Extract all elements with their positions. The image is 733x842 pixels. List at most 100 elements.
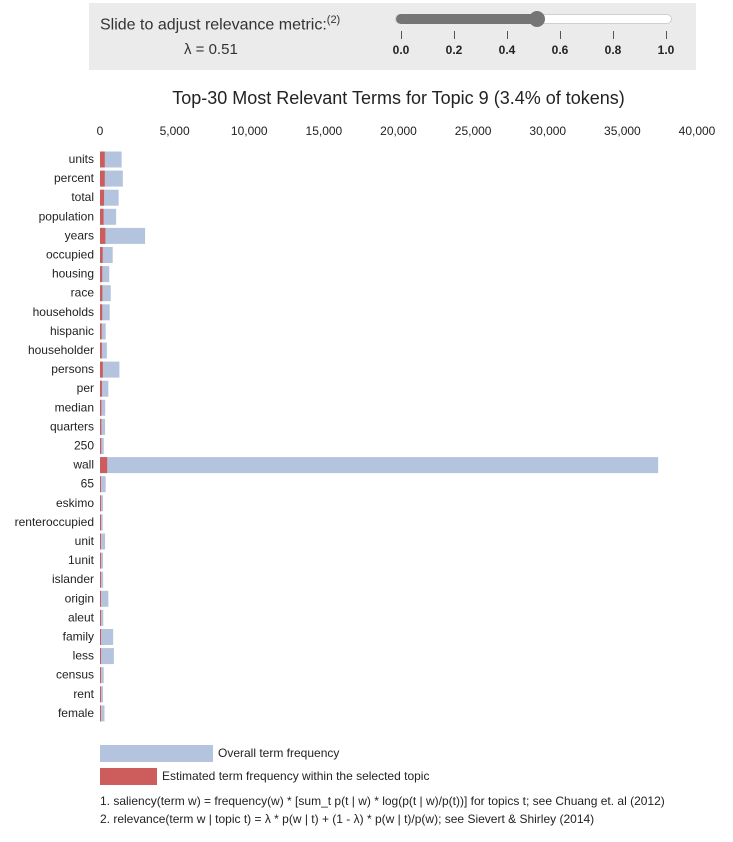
topic-frequency-bar	[100, 609, 101, 626]
term-label: eskimo	[56, 496, 94, 510]
legend-swatch-estimated	[100, 768, 157, 785]
term-label: unit	[75, 534, 95, 548]
topic-frequency-bar	[100, 266, 103, 283]
term-label: renteroccupied	[15, 515, 94, 529]
overall-frequency-bar	[100, 380, 109, 397]
slider-tick-mark	[560, 31, 561, 39]
term-label: wall	[72, 458, 94, 472]
term-label: per	[77, 381, 94, 395]
topic-frequency-bar	[100, 667, 101, 684]
overall-frequency-bar	[100, 418, 106, 435]
overall-frequency-bar	[100, 705, 105, 722]
slider-tick-mark	[666, 31, 667, 39]
legend-label-estimated: Estimated term frequency within the sele…	[162, 769, 430, 783]
topic-frequency-bar	[100, 361, 103, 378]
overall-frequency-bar	[100, 189, 119, 206]
x-tick-label: 35,000	[604, 124, 641, 138]
x-tick-label: 25,000	[455, 124, 492, 138]
term-label: population	[39, 209, 94, 223]
term-label: units	[69, 152, 94, 166]
topic-frequency-bar	[100, 380, 102, 397]
topic-frequency-bar	[100, 533, 101, 550]
relevance-slider-fill	[396, 14, 538, 24]
term-label: family	[63, 630, 94, 644]
overall-frequency-bar	[100, 476, 106, 493]
slider-tick-label: 1.0	[657, 43, 675, 57]
overall-frequency-bar	[100, 227, 146, 244]
overall-frequency-bar	[100, 285, 111, 302]
topic-frequency-bar	[100, 247, 103, 263]
footnote-saliency: 1. saliency(term w) = frequency(w) * [su…	[100, 794, 665, 808]
topic-frequency-bar	[100, 552, 101, 569]
term-label: householder	[28, 343, 94, 357]
term-label: rent	[73, 687, 94, 701]
term-label: aleut	[68, 610, 95, 624]
slider-label-text: Slide to adjust relevance metric:	[100, 16, 327, 34]
overall-frequency-bar	[100, 514, 103, 531]
x-tick-label: 10,000	[231, 124, 268, 138]
topic-frequency-bar	[100, 151, 105, 168]
relevance-slider-track[interactable]	[395, 11, 672, 27]
overall-frequency-bar	[100, 361, 120, 378]
term-label: 1unit	[68, 553, 95, 567]
term-label: years	[65, 228, 94, 242]
term-label: islander	[52, 572, 94, 586]
overall-frequency-bar	[100, 533, 106, 550]
term-label: percent	[54, 171, 95, 185]
overall-frequency-bar	[100, 247, 113, 263]
topic-frequency-bar	[100, 495, 101, 512]
slider-tick-mark	[507, 31, 508, 39]
term-label: median	[55, 400, 94, 414]
overall-frequency-bar	[100, 571, 104, 588]
lambda-value: λ = 0.51	[184, 41, 238, 58]
slider-tick-mark	[613, 31, 614, 39]
legend-label-overall: Overall term frequency	[218, 746, 340, 760]
term-label: census	[56, 668, 94, 682]
slider-tick-label: 0.2	[445, 43, 463, 57]
slider-tick-label: 0.0	[392, 43, 410, 57]
term-label: 250	[74, 439, 94, 453]
topic-frequency-bar	[100, 514, 101, 531]
term-label: origin	[65, 591, 94, 605]
term-label: households	[33, 305, 94, 319]
x-tick-label: 20,000	[380, 124, 417, 138]
term-label: race	[71, 286, 95, 300]
overall-frequency-bar	[100, 686, 103, 703]
overall-frequency-bar	[100, 629, 114, 645]
overall-frequency-bar	[100, 590, 109, 607]
topic-frequency-bar	[100, 571, 101, 588]
topic-frequency-bar	[100, 476, 101, 493]
overall-frequency-bar	[100, 457, 659, 474]
topic-frequency-bar	[100, 648, 102, 665]
term-label: hispanic	[50, 324, 94, 338]
relevance-slider-thumb[interactable]	[529, 11, 546, 27]
term-label: housing	[52, 267, 94, 281]
chart-title: Top-30 Most Relevant Terms for Topic 9 (…	[172, 88, 625, 108]
topic-frequency-bar	[100, 342, 102, 359]
topic-frequency-bar	[100, 457, 108, 474]
topic-frequency-bar	[100, 399, 102, 416]
slider-tick-label: 0.6	[551, 43, 569, 57]
overall-frequency-bar	[100, 609, 104, 626]
x-tick-label: 30,000	[529, 124, 566, 138]
overall-frequency-bar	[100, 342, 107, 359]
x-tick-label: 40,000	[679, 124, 716, 138]
overall-frequency-bar	[100, 208, 117, 225]
term-label: occupied	[46, 248, 94, 262]
slider-label: Slide to adjust relevance metric:(2)	[100, 14, 340, 34]
topic-frequency-bar	[100, 227, 106, 244]
term-label: less	[73, 649, 94, 663]
relevance-slider-panel: Slide to adjust relevance metric:(2) λ =…	[89, 3, 696, 70]
slider-tick-mark	[401, 31, 402, 39]
topic-frequency-bar	[100, 705, 101, 722]
topic-frequency-bar	[100, 208, 104, 225]
term-label: total	[71, 190, 94, 204]
overall-frequency-bar	[100, 552, 103, 569]
overall-frequency-bar	[100, 323, 106, 340]
slider-footnote-ref: (2)	[326, 14, 341, 26]
x-tick-label: 5,000	[160, 124, 190, 138]
topic-frequency-bar	[100, 189, 105, 206]
footnote-relevance: 2. relevance(term w | topic t) = λ * p(w…	[100, 812, 595, 826]
overall-frequency-bar	[100, 495, 103, 512]
overall-frequency-bar	[100, 151, 122, 168]
